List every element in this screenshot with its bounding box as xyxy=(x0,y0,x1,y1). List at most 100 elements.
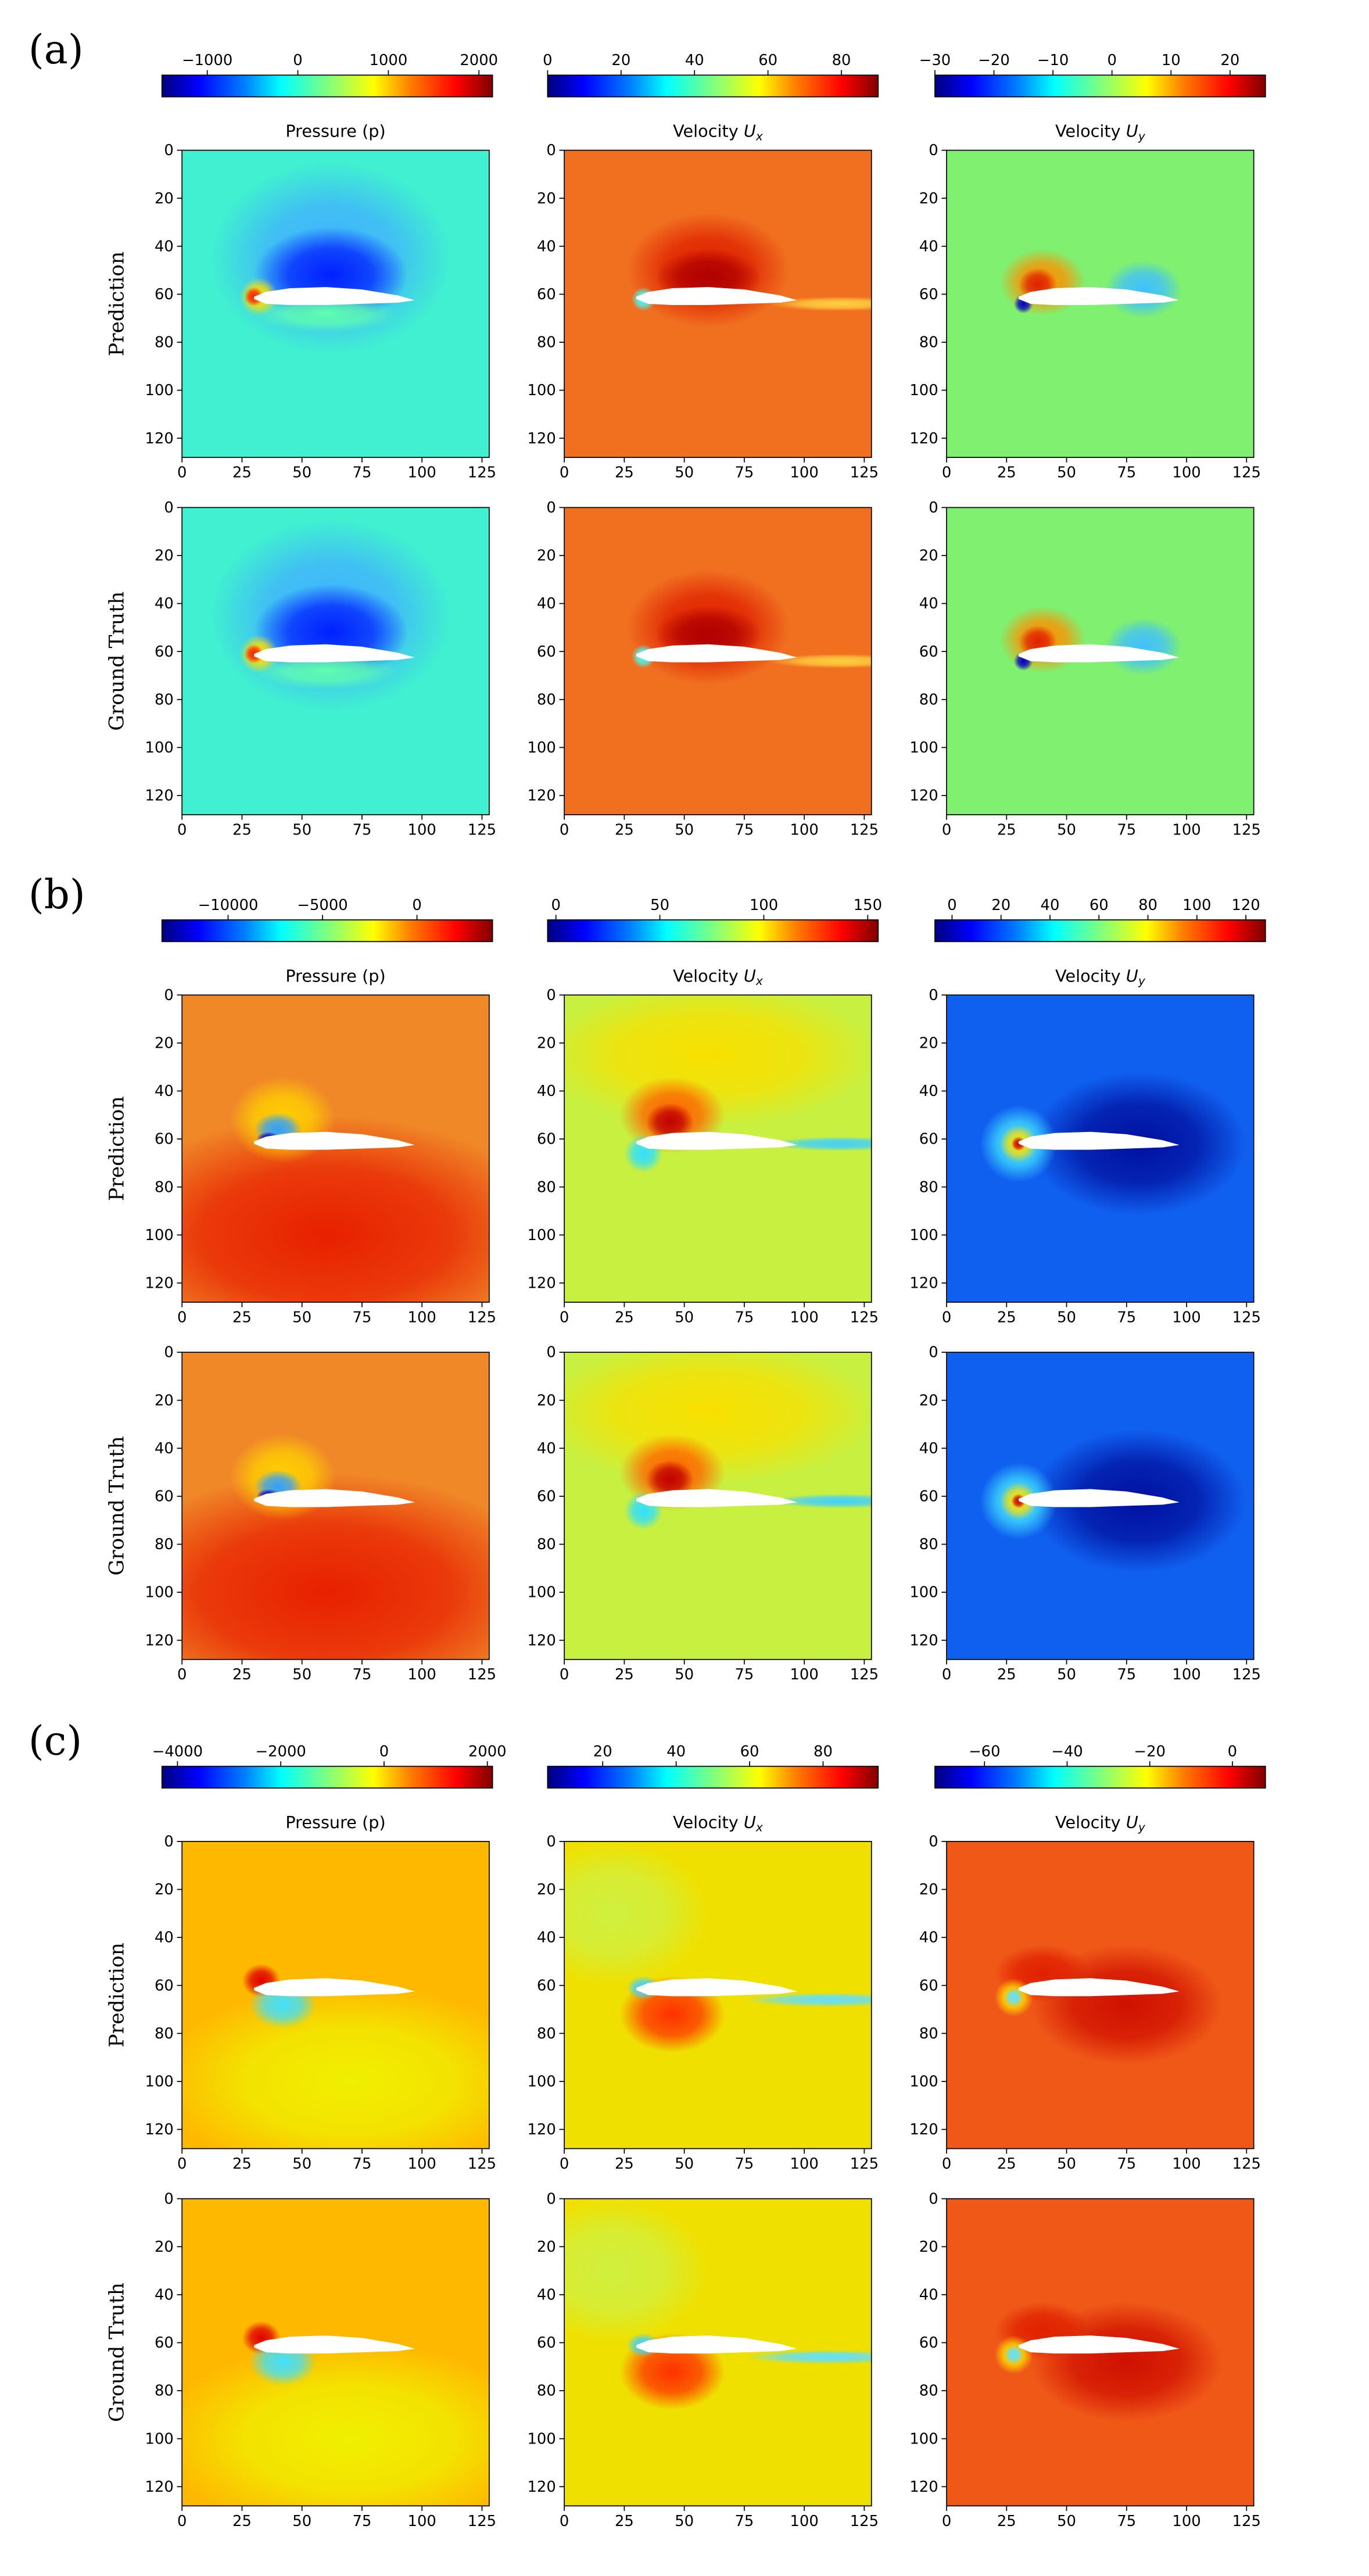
y-tick-label: 120 xyxy=(909,1632,938,1649)
x-tick-label: 50 xyxy=(1057,1309,1076,1326)
y-tick-label: 60 xyxy=(537,1131,556,1148)
colorbar-tick-label: 40 xyxy=(685,52,704,69)
y-tick-label: 120 xyxy=(527,2478,556,2496)
y-tick-label: 40 xyxy=(155,1083,174,1100)
colorbar-tick-label: 60 xyxy=(758,52,777,69)
y-tick-label: 100 xyxy=(909,1584,938,1602)
x-tick-label: 25 xyxy=(615,1666,634,1683)
y-tick-label: 120 xyxy=(145,430,174,447)
x-tick-label: 125 xyxy=(850,2155,879,2173)
x-tick-label: 25 xyxy=(997,821,1016,839)
y-tick-label: 40 xyxy=(155,595,174,612)
x-tick-label: 0 xyxy=(942,821,951,839)
y-tick-label: 20 xyxy=(537,2238,556,2256)
y-tick-label: 20 xyxy=(537,1881,556,1898)
y-tick-label: 120 xyxy=(527,430,556,447)
axes-frame xyxy=(181,149,490,458)
colorbar-tick-label: 20 xyxy=(593,1743,612,1760)
colorbar-tick-label: −2000 xyxy=(255,1743,306,1760)
y-tick-label: 100 xyxy=(145,382,174,399)
y-tick-label: 40 xyxy=(537,2287,556,2304)
y-tick-label: 40 xyxy=(537,1929,556,1947)
colorbar xyxy=(934,1765,1266,1789)
y-tick-label: 120 xyxy=(145,787,174,805)
y-tick-label: 100 xyxy=(527,1584,556,1602)
heatmap xyxy=(182,150,489,458)
x-tick-label: 75 xyxy=(353,2513,372,2530)
x-tick-label: 0 xyxy=(560,821,569,839)
x-tick-label: 100 xyxy=(790,2155,818,2173)
x-tick-label: 50 xyxy=(292,821,311,839)
airfoil xyxy=(636,2335,797,2354)
y-tick-label: 40 xyxy=(537,238,556,255)
colorbar-tick-label: 0 xyxy=(412,897,421,914)
y-tick-label: 80 xyxy=(919,2025,938,2043)
y-tick-label: 40 xyxy=(919,1440,938,1457)
row-label: Prediction xyxy=(106,252,129,356)
y-tick-label: 20 xyxy=(537,1035,556,1052)
axes-frame xyxy=(564,507,872,815)
x-tick-label: 125 xyxy=(468,1666,496,1683)
y-tick-label: 100 xyxy=(145,2073,174,2091)
y-tick-label: 100 xyxy=(909,1227,938,1244)
y-tick-label: 20 xyxy=(155,1035,174,1052)
airfoil xyxy=(636,644,797,662)
x-tick-label: 100 xyxy=(408,1309,436,1326)
heatmap xyxy=(564,507,872,815)
x-tick-label: 25 xyxy=(997,2155,1016,2173)
y-tick-label: 0 xyxy=(929,1344,938,1362)
y-tick-label: 120 xyxy=(909,787,938,805)
y-tick-label: 100 xyxy=(527,1227,556,1244)
x-tick-label: 125 xyxy=(850,2513,879,2530)
colorbar-tick-label: 120 xyxy=(1231,897,1260,914)
y-tick-label: 40 xyxy=(919,1929,938,1947)
x-tick-label: 50 xyxy=(1057,2513,1076,2530)
field-blob xyxy=(744,1993,872,2007)
colorbar-tick-label: −1000 xyxy=(182,52,232,69)
colorbar-tick-label: 0 xyxy=(1228,1743,1237,1760)
y-tick-label: 120 xyxy=(909,2121,938,2138)
colorbar-tick-label: −20 xyxy=(1134,1743,1166,1760)
y-tick-label: 120 xyxy=(909,2478,938,2496)
x-tick-label: 100 xyxy=(1172,1666,1200,1683)
y-tick-label: 60 xyxy=(919,1131,938,1148)
x-tick-label: 125 xyxy=(468,2513,496,2530)
y-tick-label: 40 xyxy=(155,1440,174,1457)
y-tick-label: 80 xyxy=(155,2382,174,2400)
y-tick-label: 80 xyxy=(919,691,938,708)
y-tick-label: 80 xyxy=(155,1536,174,1553)
y-tick-label: 100 xyxy=(909,2073,938,2091)
y-tick-label: 0 xyxy=(546,2190,556,2208)
x-tick-label: 125 xyxy=(1232,1309,1261,1326)
y-tick-label: 100 xyxy=(527,2430,556,2448)
airfoil xyxy=(636,1131,797,1150)
x-tick-label: 0 xyxy=(942,2513,951,2530)
y-tick-label: 0 xyxy=(929,987,938,1004)
colorbar-tick-label: 40 xyxy=(666,1743,686,1760)
colorbar xyxy=(161,74,493,98)
y-tick-label: 100 xyxy=(909,739,938,757)
y-tick-label: 60 xyxy=(537,2334,556,2352)
x-tick-label: 25 xyxy=(997,464,1016,482)
y-tick-label: 0 xyxy=(164,142,173,159)
x-tick-label: 0 xyxy=(177,2513,187,2530)
column-title: Velocity Ux xyxy=(673,966,764,988)
axes-frame xyxy=(946,2198,1255,2507)
row-label: Ground Truth xyxy=(106,2283,129,2422)
x-tick-label: 0 xyxy=(942,464,951,482)
y-tick-label: 60 xyxy=(155,1488,174,1506)
row-label: Prediction xyxy=(106,1943,129,2047)
x-tick-label: 25 xyxy=(615,1309,634,1326)
y-tick-label: 0 xyxy=(929,2190,938,2208)
y-tick-label: 0 xyxy=(546,1344,556,1362)
field-blob xyxy=(182,1472,489,1660)
colorbar-tick-label: 100 xyxy=(1182,897,1211,914)
y-tick-label: 40 xyxy=(919,238,938,255)
x-tick-label: 0 xyxy=(942,1309,951,1326)
column-title: Velocity Ux xyxy=(673,1812,764,1835)
x-tick-label: 100 xyxy=(408,1666,436,1683)
y-tick-label: 40 xyxy=(155,238,174,255)
axes-frame xyxy=(946,149,1255,458)
field-blob xyxy=(768,1136,872,1151)
